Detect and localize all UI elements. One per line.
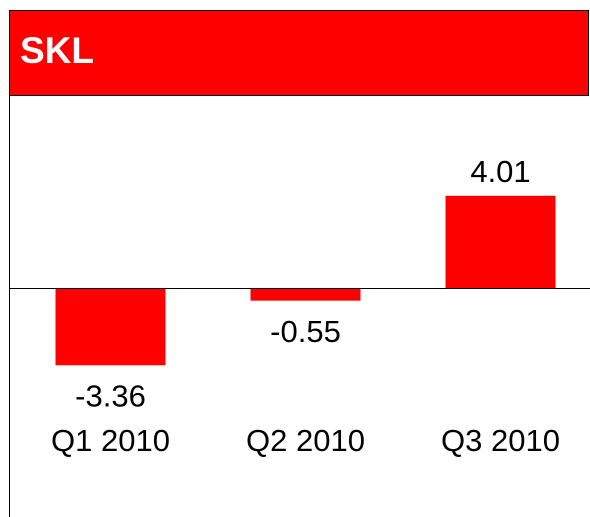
x-tick-label: Q1 2010 — [51, 423, 170, 458]
data-label: -3.36 — [75, 378, 146, 413]
bar — [55, 288, 166, 366]
bar — [445, 195, 556, 288]
chart-title: SKL — [20, 30, 94, 71]
header — [9, 10, 589, 96]
x-tick-label: Q3 2010 — [441, 423, 560, 458]
bar — [250, 288, 361, 301]
x-tick-label: Q2 2010 — [246, 423, 365, 458]
data-label: -0.55 — [270, 314, 341, 349]
data-label: 4.01 — [470, 154, 530, 189]
